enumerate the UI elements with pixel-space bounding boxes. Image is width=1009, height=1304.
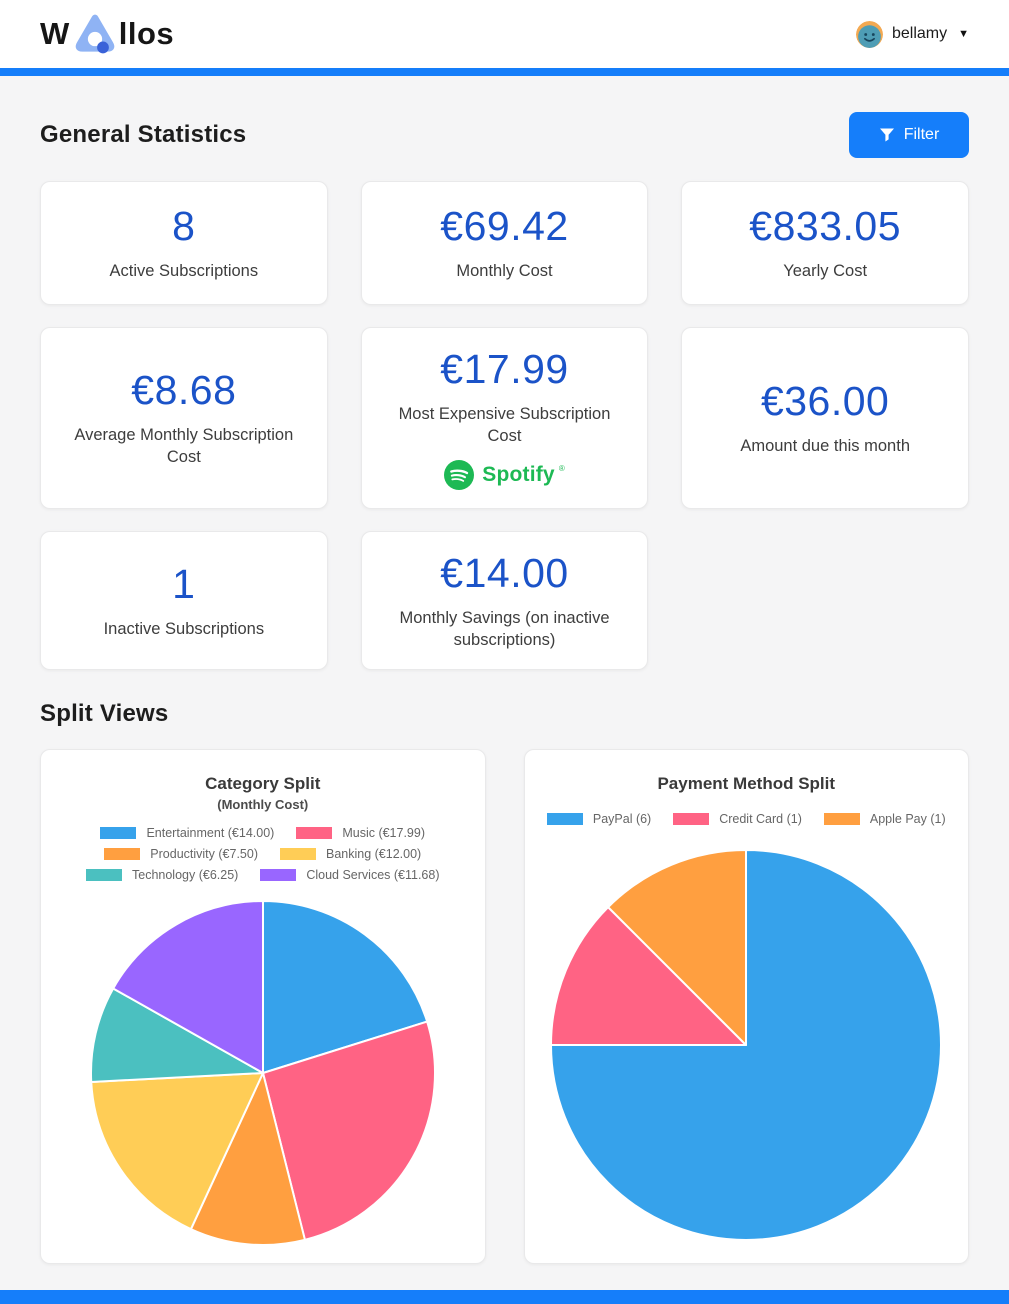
- main-content: General Statistics Filter 8 Active Subsc…: [0, 112, 1009, 1265]
- legend-item-cloud-services[interactable]: Cloud Services (€11.68): [260, 868, 440, 883]
- general-statistics-header: General Statistics Filter: [40, 112, 969, 158]
- stat-value: €69.42: [440, 203, 569, 250]
- stat-card-inactive-subscriptions: 1 Inactive Subscriptions: [40, 530, 328, 671]
- stat-card-most-expensive: €17.99 Most Expensive Subscription Cost …: [360, 327, 649, 509]
- pie-slice-banking[interactable]: [89, 1071, 264, 1230]
- pie-slice-credit-card[interactable]: [550, 905, 748, 1046]
- page-title-general-statistics: General Statistics: [40, 121, 247, 148]
- legend-label: Banking (€12.00): [325, 847, 422, 862]
- pie-slice-entertainment[interactable]: [261, 899, 428, 1074]
- pie-slice-apple-pay[interactable]: [607, 848, 748, 1046]
- stat-card-average-monthly-cost: €8.68 Average Monthly Subscription Cost: [40, 327, 328, 509]
- category-pie-wrap: [41, 882, 485, 1263]
- stat-label: Most Expensive Subscription Cost: [398, 405, 611, 446]
- legend-swatch: [86, 869, 122, 882]
- stat-label: Active Subscriptions: [109, 262, 259, 281]
- pie-slice-music[interactable]: [261, 1020, 436, 1241]
- stat-value: 1: [172, 560, 196, 607]
- stat-value: €17.99: [440, 346, 569, 392]
- filter-button-label: Filter: [903, 126, 940, 143]
- spotify-icon: [444, 459, 475, 490]
- stat-label: Yearly Cost: [783, 262, 868, 281]
- category-split-title: Category Split: [205, 774, 321, 794]
- stat-value: €36.00: [760, 378, 890, 425]
- stat-label: Monthly Savings (on inactive subscriptio…: [399, 608, 610, 649]
- legend-swatch: [823, 813, 860, 826]
- legend-swatch: [296, 827, 333, 840]
- legend-item-paypal[interactable]: PayPal (6): [546, 812, 652, 827]
- charts-grid: Category Split (Monthly Cost) Entertainm…: [40, 749, 969, 1265]
- stat-label: Monthly Cost: [456, 262, 553, 281]
- legend-label: Apple Pay (1): [869, 812, 946, 827]
- legend-label: PayPal (6): [592, 812, 652, 827]
- category-pie-chart[interactable]: [86, 898, 440, 1248]
- pie-slice-productivity[interactable]: [189, 1071, 306, 1246]
- legend-item-technology[interactable]: Technology (€6.25): [86, 868, 238, 882]
- filter-button[interactable]: Filter: [849, 112, 969, 158]
- pie-slice-cloud-services[interactable]: [111, 899, 264, 1074]
- payment-pie-chart[interactable]: [548, 847, 944, 1243]
- empty-grid-cell: [681, 531, 969, 671]
- payment-method-split-card: Payment Method Split PayPal (6) Credit C…: [523, 749, 969, 1265]
- legend-label: Productivity (€7.50): [150, 847, 258, 862]
- legend-label: Cloud Services (€11.68): [306, 868, 440, 883]
- stat-label: Average Monthly Subscription Cost: [74, 426, 294, 467]
- logo-text-suffix: llos: [118, 16, 175, 51]
- legend-item-credit-card[interactable]: Credit Card (1): [673, 812, 802, 826]
- pie-slice-paypal[interactable]: [550, 848, 943, 1241]
- category-split-card: Category Split (Monthly Cost) Entertainm…: [40, 749, 486, 1265]
- user-menu[interactable]: bellamy ▼: [855, 20, 969, 48]
- logo-text-prefix: W: [40, 16, 70, 51]
- legend-item-entertainment[interactable]: Entertainment (€14.00): [100, 826, 274, 840]
- wallos-triangle-icon: [75, 14, 115, 54]
- wallos-logo[interactable]: W llos: [40, 13, 174, 55]
- spotify-trademark: ®: [558, 463, 565, 473]
- stat-label: Amount due this month: [740, 437, 910, 456]
- spotify-brand: Spotify ®: [444, 459, 565, 490]
- header-accent-strip: [0, 68, 1009, 76]
- legend-swatch: [546, 813, 583, 826]
- stat-card-monthly-savings: €14.00 Monthly Savings (on inactive subs…: [360, 530, 649, 671]
- legend-label: Music (€17.99): [342, 826, 426, 841]
- legend-item-music[interactable]: Music (€17.99): [296, 826, 425, 840]
- stat-card-amount-due: €36.00 Amount due this month: [681, 327, 969, 509]
- stat-value: €833.05: [749, 203, 902, 250]
- stats-grid: 8 Active Subscriptions €69.42 Monthly Co…: [40, 181, 969, 671]
- legend-swatch: [673, 813, 710, 826]
- legend-item-banking[interactable]: Banking (€12.00): [279, 847, 422, 862]
- legend-item-productivity[interactable]: Productivity (€7.50): [104, 847, 258, 861]
- legend-label: Technology (€6.25): [132, 868, 239, 883]
- stat-card-yearly-cost: €833.05 Yearly Cost: [681, 181, 969, 305]
- footer-accent-strip: [0, 1290, 1009, 1304]
- legend-swatch: [260, 869, 297, 882]
- chevron-down-icon: ▼: [958, 28, 969, 40]
- legend-swatch: [279, 848, 316, 861]
- payment-split-title: Payment Method Split: [657, 774, 836, 794]
- legend-swatch: [104, 848, 141, 861]
- user-avatar: [855, 20, 883, 48]
- category-legend: Entertainment (€14.00) Music (€17.99) Pr…: [41, 826, 485, 882]
- pie-slice-technology[interactable]: [89, 987, 264, 1083]
- stat-label: Inactive Subscriptions: [103, 619, 265, 638]
- stat-value: 8: [172, 203, 196, 250]
- stat-value: €8.68: [131, 367, 237, 413]
- funnel-icon: [879, 128, 894, 142]
- payment-legend: PayPal (6) Credit Card (1) Apple Pay (1): [525, 812, 969, 826]
- payment-pie-wrap: [525, 826, 969, 1263]
- legend-item-apple-pay[interactable]: Apple Pay (1): [823, 812, 946, 827]
- category-split-subtitle: (Monthly Cost): [217, 797, 309, 813]
- username: bellamy: [891, 25, 948, 42]
- stat-value: €14.00: [440, 549, 569, 596]
- legend-label: Credit Card (1): [719, 812, 802, 827]
- stat-card-monthly-cost: €69.42 Monthly Cost: [360, 181, 649, 305]
- page-title-split-views: Split Views: [40, 700, 169, 728]
- app-header: W llos bellamy ▼: [0, 0, 1009, 68]
- spotify-wordmark: Spotify: [482, 462, 555, 486]
- legend-label: Entertainment (€14.00): [146, 826, 275, 841]
- stat-card-active-subscriptions: 8 Active Subscriptions: [40, 181, 328, 305]
- legend-swatch: [100, 827, 137, 840]
